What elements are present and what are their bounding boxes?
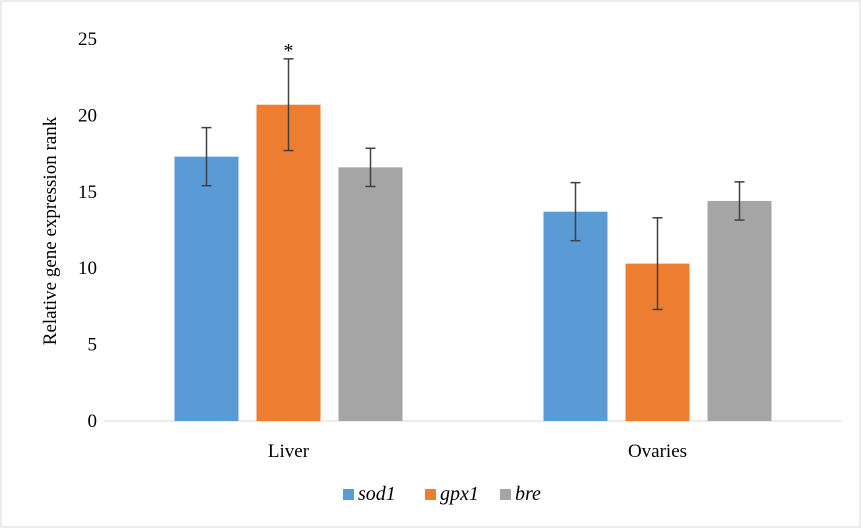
y-tick-label: 5	[88, 335, 98, 356]
bar-sod1-ovaries	[543, 211, 608, 421]
y-tick-label: 25	[78, 29, 97, 50]
legend-label-sod1: sod1	[358, 483, 396, 505]
y-tick-label: 20	[78, 105, 97, 126]
error-bar	[365, 147, 376, 188]
significance-annotation: *	[284, 40, 294, 62]
error-bar	[201, 126, 212, 187]
error-bar	[652, 217, 663, 311]
y-tick-label: 15	[78, 182, 97, 203]
x-category-label: Liver	[268, 441, 310, 462]
bar-bre-liver	[338, 167, 403, 421]
plot-area: 0 5 10 15 20 25 Liver Ovaries *	[78, 29, 842, 462]
legend-label-bre: bre	[515, 483, 541, 505]
legend-swatch-bre	[500, 489, 511, 500]
legend: sod1 gpx1 bre	[343, 483, 541, 505]
legend-swatch-sod1	[343, 489, 354, 500]
bar-bre-ovaries	[707, 200, 772, 421]
x-category-label: Ovaries	[628, 441, 687, 462]
legend-label-gpx1: gpx1	[440, 483, 479, 505]
y-axis-label: Relative gene expression rank	[40, 116, 61, 345]
bar-gpx1-liver	[256, 104, 321, 421]
legend-swatch-gpx1	[425, 489, 436, 500]
error-bar	[734, 181, 745, 221]
y-tick-label: 0	[88, 411, 98, 432]
bar-sod1-liver	[174, 156, 239, 421]
y-tick-label: 10	[78, 258, 97, 279]
error-bar	[570, 181, 581, 242]
error-bar	[283, 58, 294, 152]
